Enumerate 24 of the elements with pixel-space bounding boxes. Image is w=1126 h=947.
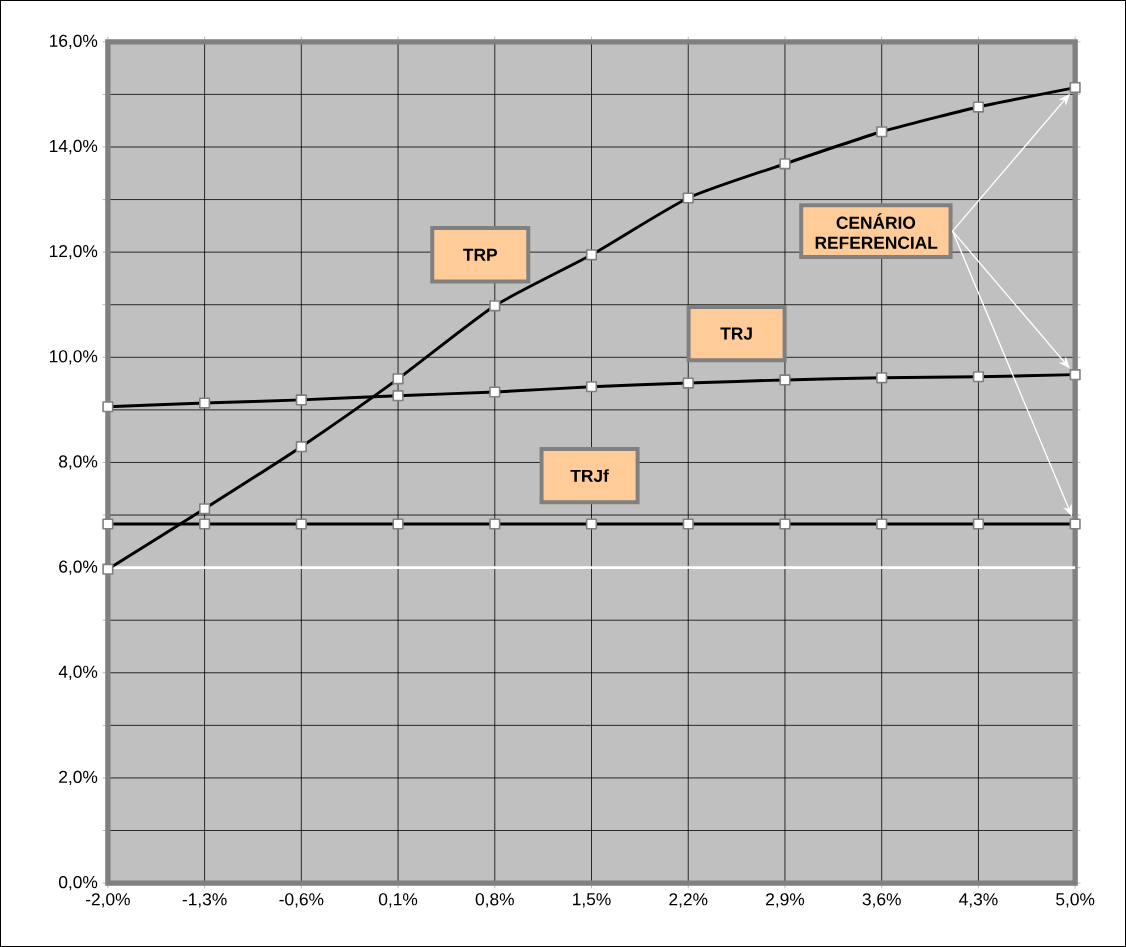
x-tick-label: 2,9% [766, 893, 805, 908]
text: TRP [463, 248, 498, 261]
y-tick-label: 16,0% [49, 34, 98, 50]
x-tick-label: -0,6% [279, 893, 324, 908]
x-tick-label: 0,8% [475, 893, 514, 908]
y-tick-label: 14,0% [49, 139, 98, 155]
y-tick-label: 4,0% [58, 665, 98, 680]
x-tick-label: 1,5% [573, 893, 611, 908]
text: TRJ [720, 327, 752, 340]
x-tick-label: 4,3% [959, 893, 998, 908]
y-tick-label: 8,0% [59, 455, 98, 470]
x-tick-label: -1,3% [182, 893, 227, 908]
y-tick-label: 12,0% [49, 245, 98, 260]
y-tick-label: 0,0% [58, 875, 98, 891]
y-tick-label: 10,0% [49, 350, 98, 365]
x-tick-label: 5,0% [1056, 893, 1095, 908]
x-tick-label: -2,0% [86, 893, 130, 908]
annotation: CENÁRIO REFERENCIAL [815, 213, 938, 249]
y-tick-label: 6,0% [59, 560, 98, 575]
x-tick-label: 2,2% [669, 893, 708, 908]
x-tick-label: 0,1% [378, 893, 418, 908]
x-tick-label: 3,6% [862, 893, 901, 908]
text: TRJf [570, 469, 609, 482]
y-tick-label: 2,0% [59, 770, 98, 786]
